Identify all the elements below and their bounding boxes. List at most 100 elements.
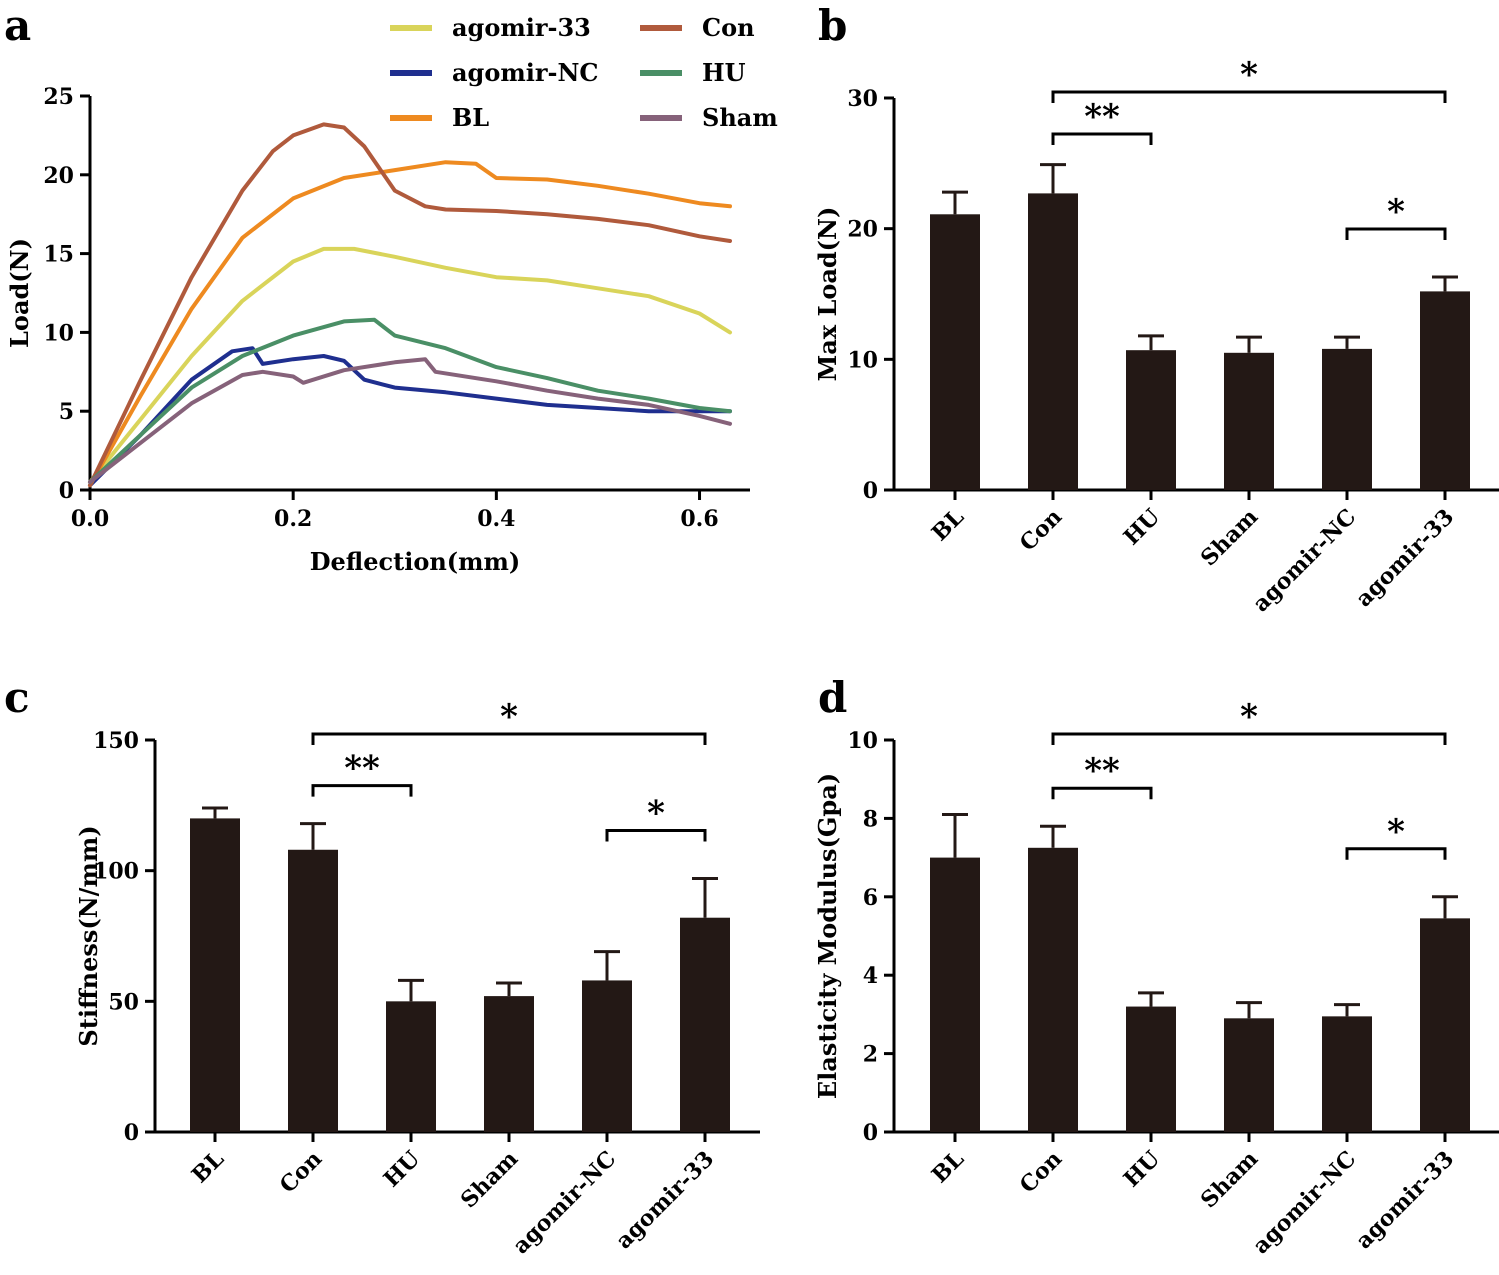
series-line-bl bbox=[88, 160, 732, 488]
category-label-agomir-nc: agomir-NC bbox=[1248, 1146, 1361, 1259]
y-tick-label: 0 bbox=[59, 478, 74, 504]
series-line-con bbox=[88, 122, 732, 488]
significance-label: ** bbox=[344, 749, 380, 789]
category-label-agomir-nc: agomir-NC bbox=[1248, 504, 1361, 617]
significance-label: * bbox=[1240, 55, 1258, 95]
significance-label: * bbox=[1240, 697, 1258, 737]
category-label-agomir-33: agomir-33 bbox=[1351, 1146, 1459, 1254]
bar-sham bbox=[484, 996, 534, 1132]
significance-bracket bbox=[1051, 732, 1447, 745]
line-chart-load-deflection: 0 5 10 15 20 25 0.0 0.2 0.4 0.6 Deflection(mm) Load… bbox=[5, 13, 778, 576]
significance-bracket bbox=[311, 784, 413, 797]
legend-label-agomir-nc: agomir-NC bbox=[452, 58, 599, 87]
bar-bl bbox=[930, 214, 980, 490]
series-line-sham bbox=[88, 357, 732, 485]
bar-bl bbox=[930, 857, 980, 1132]
category-label-agomir-nc: agomir-NC bbox=[508, 1146, 621, 1259]
bar-chart-max-load: 0 10 20 30 Max Load(N) BL Con HU Shamagomir-NCag… bbox=[813, 55, 1499, 617]
category-label-con: Con bbox=[1015, 504, 1067, 556]
y-tick-label: 6 bbox=[863, 885, 878, 911]
category-label-sham: Sham bbox=[1196, 504, 1263, 571]
bar-agomir-33 bbox=[1420, 918, 1470, 1132]
category-label-sham: Sham bbox=[1196, 1146, 1263, 1213]
category-label-con: Con bbox=[1015, 1146, 1067, 1198]
bar-hu bbox=[386, 1001, 436, 1132]
significance-label: ** bbox=[1084, 751, 1120, 791]
y-tick-label: 20 bbox=[847, 217, 878, 243]
bar-agomir-33 bbox=[680, 917, 730, 1132]
y-tick-label: 30 bbox=[847, 86, 878, 112]
series-line-agomir-nc bbox=[88, 346, 732, 488]
x-axis-label: Deflection(mm) bbox=[310, 547, 521, 576]
y-tick-label: 100 bbox=[93, 859, 139, 885]
y-tick-label: 15 bbox=[43, 242, 74, 268]
bar-hu bbox=[1126, 350, 1176, 490]
x-tick-label: 0.4 bbox=[477, 506, 515, 532]
significance-label: * bbox=[1387, 812, 1405, 852]
bar-con bbox=[288, 849, 338, 1132]
bar-agomir-nc bbox=[582, 980, 632, 1132]
series-line-hu bbox=[88, 317, 732, 485]
y-axis-label: Elasticity Modulus(Gpa) bbox=[813, 773, 842, 1099]
y-tick-label: 0 bbox=[863, 478, 878, 504]
y-tick-label: 25 bbox=[43, 84, 74, 110]
y-tick-label: 2 bbox=[863, 1042, 878, 1068]
bar-con bbox=[1028, 193, 1078, 491]
y-tick-label: 10 bbox=[847, 347, 878, 373]
y-tick-label: 10 bbox=[847, 728, 878, 754]
bar-hu bbox=[1126, 1006, 1176, 1132]
y-tick-label: 50 bbox=[108, 989, 139, 1015]
category-label-hu: HU bbox=[1119, 504, 1166, 551]
significance-bracket bbox=[1051, 90, 1447, 103]
category-label-sham: Sham bbox=[456, 1146, 523, 1213]
significance-label: * bbox=[1387, 192, 1405, 232]
significance-label: * bbox=[647, 794, 665, 834]
x-tick-label: 0.0 bbox=[71, 506, 109, 532]
legend-label-hu: HU bbox=[702, 58, 746, 87]
bar-agomir-33 bbox=[1420, 291, 1470, 490]
bar-agomir-nc bbox=[1322, 1016, 1372, 1132]
significance-bracket bbox=[1051, 786, 1153, 800]
significance-label: * bbox=[500, 697, 518, 737]
x-tick-label: 0.2 bbox=[274, 506, 312, 532]
y-tick-label: 0 bbox=[124, 1120, 139, 1146]
significance-bracket bbox=[311, 732, 707, 745]
category-label-bl: BL bbox=[927, 1146, 969, 1188]
y-axis-label: Stiffness(N/mm) bbox=[74, 825, 103, 1046]
legend-label-con: Con bbox=[702, 13, 755, 42]
x-tick-label: 0.6 bbox=[680, 506, 718, 532]
significance-label: ** bbox=[1084, 97, 1120, 137]
y-tick-label: 10 bbox=[43, 320, 74, 346]
panel-label-c: c bbox=[4, 673, 30, 722]
legend-label-agomir-33: agomir-33 bbox=[452, 13, 591, 42]
bar-con bbox=[1028, 847, 1078, 1132]
bar-agomir-nc bbox=[1322, 348, 1372, 490]
category-label-agomir-33: agomir-33 bbox=[1351, 504, 1459, 612]
bar-sham bbox=[1224, 352, 1274, 490]
legend-label-bl: BL bbox=[452, 103, 489, 132]
panel-label-a: a bbox=[4, 1, 31, 50]
category-label-bl: BL bbox=[187, 1146, 229, 1188]
significance-bracket bbox=[1051, 132, 1153, 145]
panel-label-b: b bbox=[818, 1, 847, 50]
category-label-agomir-33: agomir-33 bbox=[611, 1146, 719, 1254]
category-label-bl: BL bbox=[927, 504, 969, 546]
y-tick-label: 0 bbox=[863, 1120, 878, 1146]
series-line-agomir-33 bbox=[88, 246, 732, 485]
y-axis-label: Max Load(N) bbox=[813, 207, 842, 382]
y-axis-label: Load(N) bbox=[5, 238, 34, 348]
y-tick-label: 20 bbox=[43, 163, 74, 189]
y-tick-label: 4 bbox=[863, 963, 878, 989]
bar-sham bbox=[1224, 1018, 1274, 1132]
y-tick-label: 5 bbox=[59, 399, 74, 425]
category-label-hu: HU bbox=[1119, 1146, 1166, 1193]
category-label-con: Con bbox=[275, 1146, 327, 1198]
significance-bracket bbox=[1345, 847, 1447, 860]
category-label-hu: HU bbox=[379, 1146, 426, 1193]
significance-bracket bbox=[605, 829, 707, 842]
y-tick-label: 8 bbox=[863, 806, 878, 832]
significance-bracket bbox=[1345, 227, 1447, 241]
